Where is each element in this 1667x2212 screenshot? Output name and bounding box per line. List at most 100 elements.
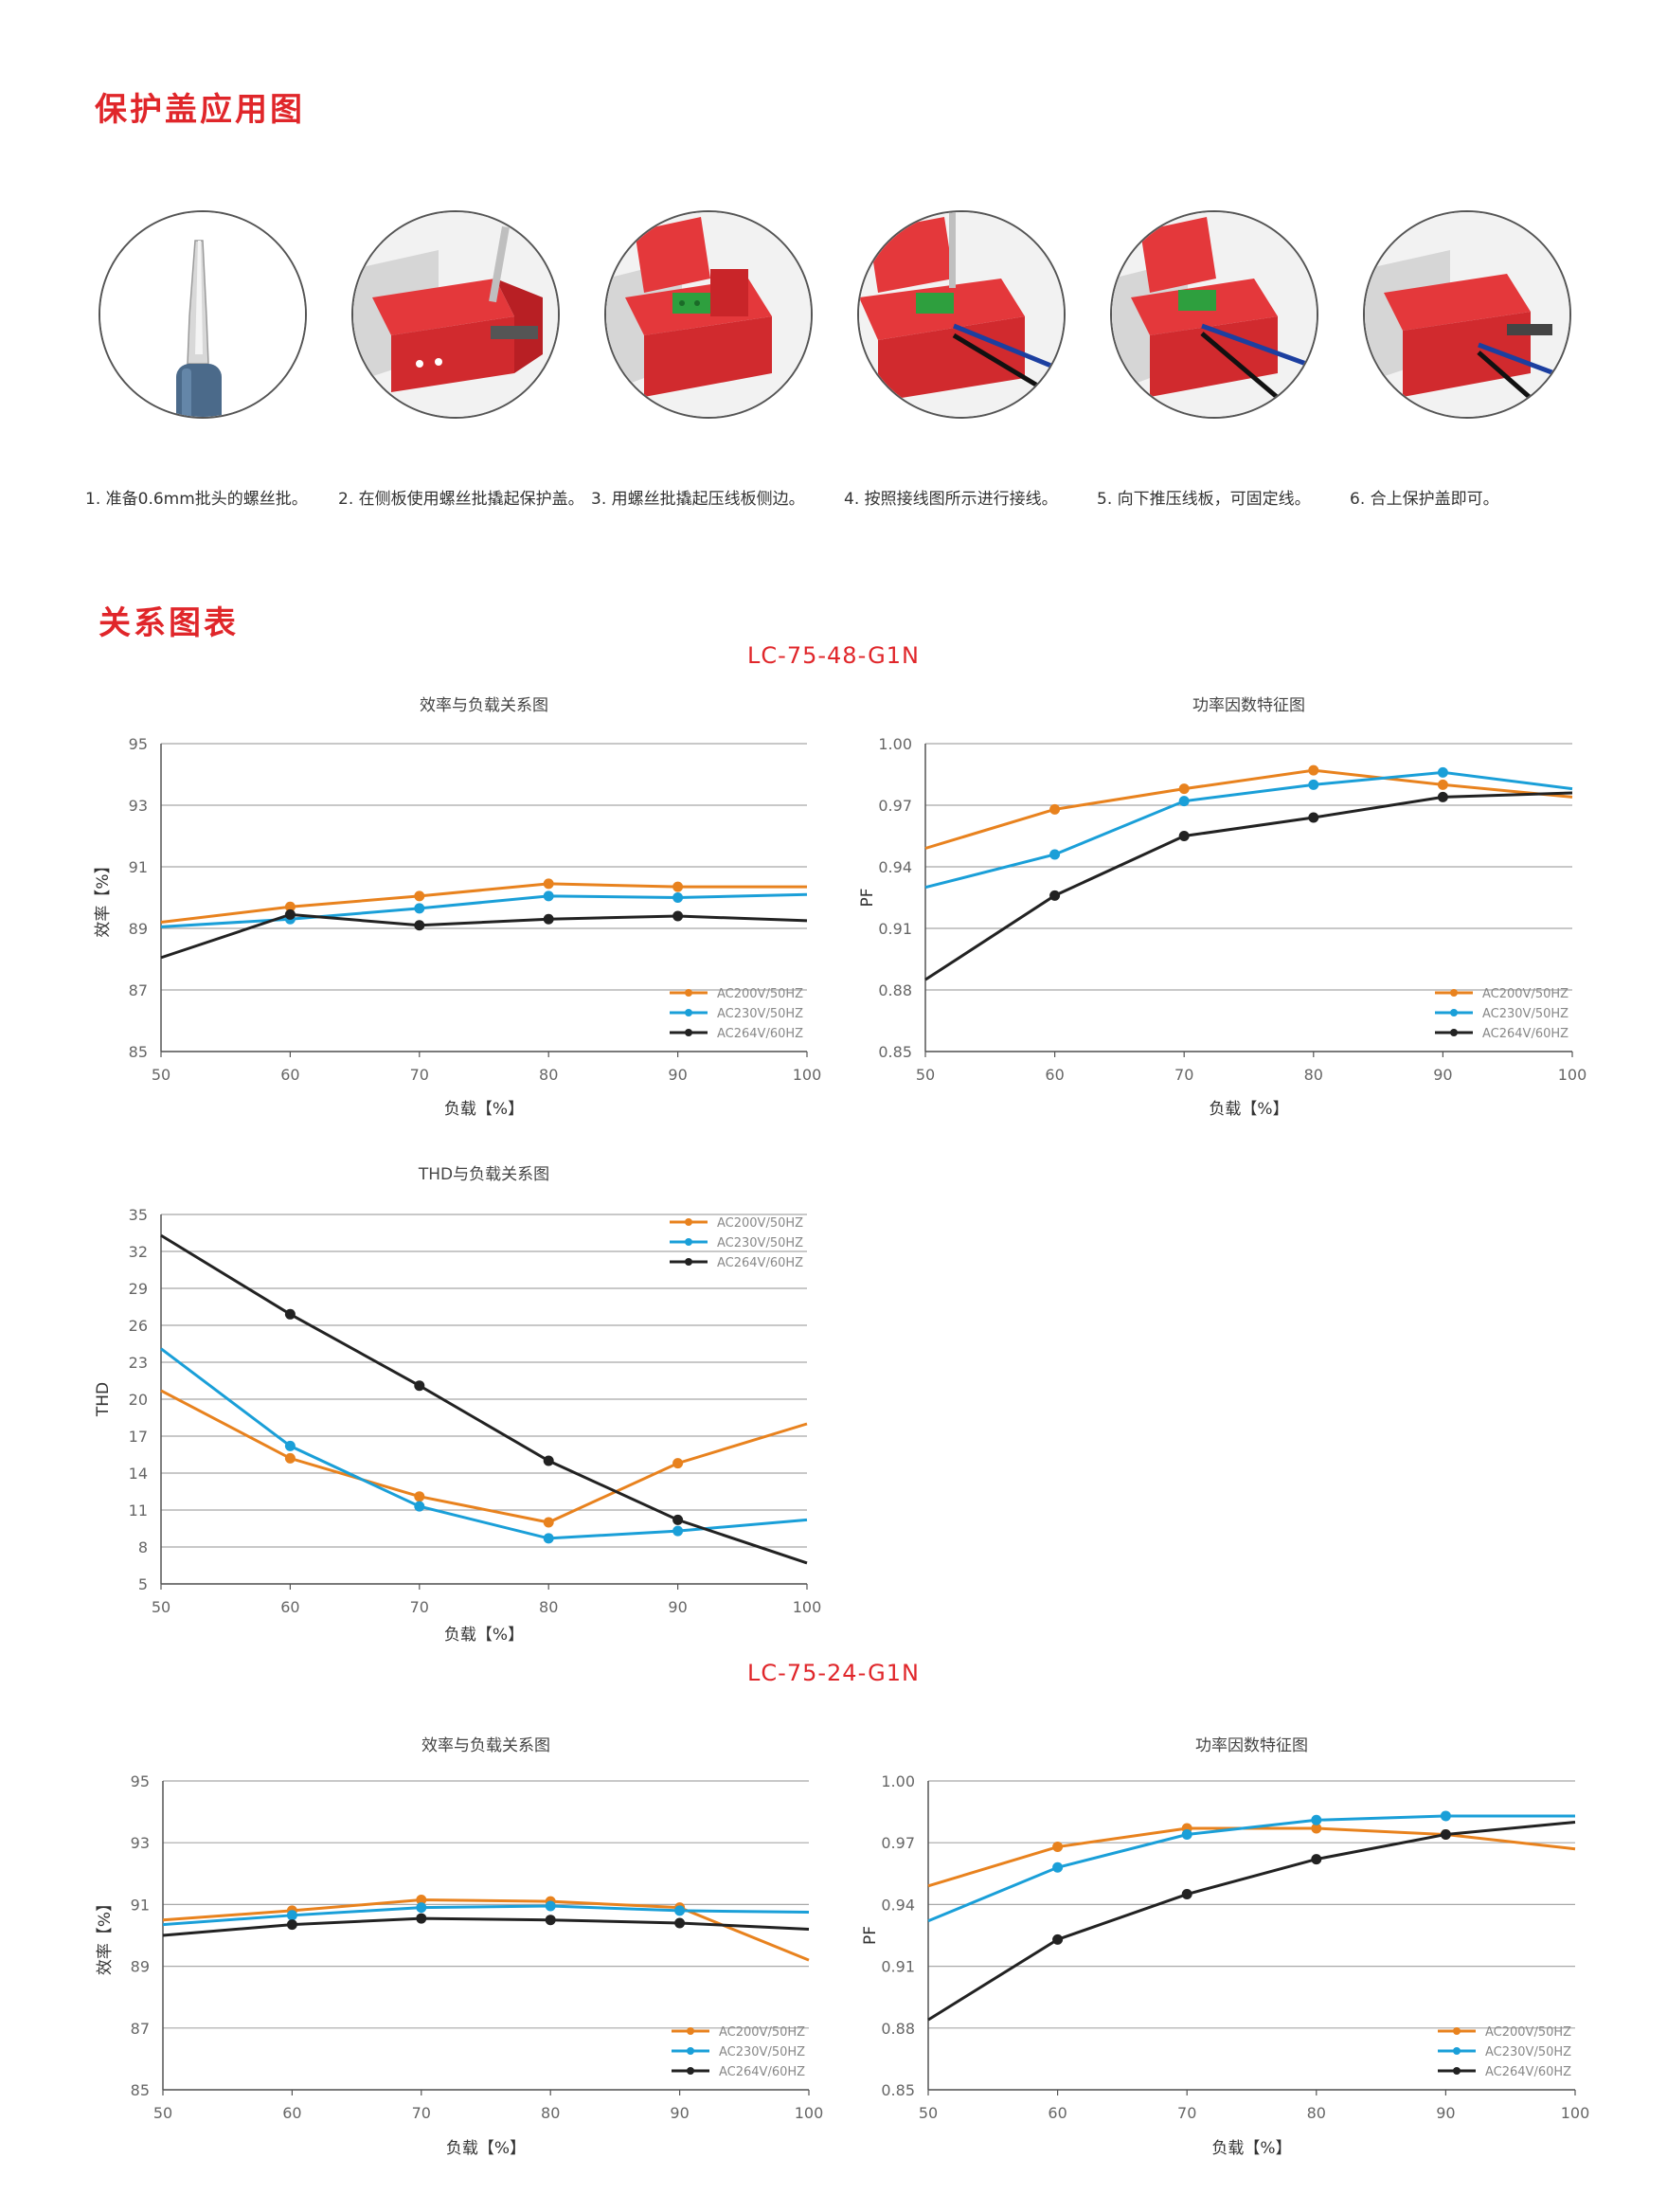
chart-1-series-2-point xyxy=(414,903,425,914)
chart-4-xtick-label: 80 xyxy=(541,2104,560,2122)
chart-1-series-1-point xyxy=(284,901,296,912)
chart-2-xtick-label: 80 xyxy=(1304,1066,1323,1084)
chart-2-series-3-line xyxy=(924,791,1573,981)
chart-4-series-1-line xyxy=(162,1898,810,1962)
chart-3-legend-label: AC200V/50HZ xyxy=(717,1216,803,1231)
step-1: 1. 准备0.6mm批头的螺丝批。 xyxy=(85,210,341,523)
chart-5-ytick-label: 0.88 xyxy=(881,2020,915,2038)
chart-1-xtick-label: 90 xyxy=(668,1066,687,1084)
chart-4-legend-label: AC200V/50HZ xyxy=(719,2025,805,2040)
chart-5-series-1-point xyxy=(1311,1823,1322,1834)
chart-3-xtick-label: 50 xyxy=(152,1598,170,1616)
chart-3-title: THD与负载关系图 xyxy=(418,1165,549,1184)
chart-2-series-1-point xyxy=(1178,783,1190,795)
chart-2-legend-marker xyxy=(1450,989,1458,997)
chart-4-series-3-point xyxy=(286,1919,297,1931)
chart-3-series-2-point xyxy=(284,1440,296,1451)
step-6: 6. 合上保护盖即可。 xyxy=(1350,210,1605,523)
model-title-24: LC-75-24-G1N xyxy=(747,1660,920,1686)
chart-1-series-3-point xyxy=(284,908,296,920)
chart-3-series-1-point xyxy=(284,1452,296,1464)
chart-2-legend-label: AC230V/50HZ xyxy=(1482,1007,1568,1021)
chart-4-ytick-label: 87 xyxy=(131,2020,150,2038)
chart-2-series-2-point xyxy=(1178,796,1190,807)
chart-3-ytick-label: 32 xyxy=(129,1243,148,1261)
steps-row: 1. 准备0.6mm批头的螺丝批。 2. 在侧板使用螺丝批撬起保护盖。 xyxy=(85,210,1591,509)
chart-3-series-2-point xyxy=(414,1501,425,1512)
chart-3-ytick-label: 8 xyxy=(138,1538,148,1556)
chart-1-series-3-line xyxy=(160,912,808,960)
chart-1-legend-marker xyxy=(685,1029,692,1036)
chart-5-series-3-point xyxy=(1052,1933,1064,1945)
chart-1-series-3-point xyxy=(672,910,684,922)
chart-2-legend-label: AC200V/50HZ xyxy=(1482,987,1568,1001)
chart-4-legend-marker xyxy=(687,2027,694,2035)
chart-5-legend-label: AC264V/60HZ xyxy=(1485,2065,1571,2079)
chart-2-legend-label: AC264V/60HZ xyxy=(1482,1027,1568,1041)
chart-1-title: 效率与负载关系图 xyxy=(420,696,548,715)
chart-3-series-3-line xyxy=(160,1233,808,1565)
section-title-cover-application: 保护盖应用图 xyxy=(95,91,305,129)
step-4-image xyxy=(857,210,1066,419)
chart-4-series-1-point xyxy=(416,1895,427,1906)
chart-5-series-3-line xyxy=(927,1820,1576,2022)
chart-2-series-1-point xyxy=(1308,764,1319,776)
model-title-48: LC-75-48-G1N xyxy=(747,642,920,669)
chart-4-ytick-label: 85 xyxy=(131,2081,150,2099)
chart-3-series-2-line xyxy=(160,1347,808,1540)
chart-2-title: 功率因数特征图 xyxy=(1192,696,1305,715)
chart-3-series-3-point xyxy=(672,1514,684,1525)
chart-5-xtick-label: 50 xyxy=(919,2104,938,2122)
chart-5-xtick-label: 70 xyxy=(1177,2104,1196,2122)
chart-3-xlabel: 负载【%】 xyxy=(444,1626,524,1645)
chart-1-series-3-point xyxy=(414,920,425,931)
chart-1-ytick-label: 85 xyxy=(129,1043,148,1061)
chart-2-ytick-label: 1.00 xyxy=(878,735,912,753)
chart-3-series-3-point xyxy=(414,1380,425,1392)
chart-5-xtick-label: 80 xyxy=(1307,2104,1326,2122)
chart-1-xtick-label: 60 xyxy=(280,1066,299,1084)
chart-2-legend-marker xyxy=(1450,1029,1458,1036)
chart-2-series-2-point xyxy=(1049,849,1061,860)
chart-3-series-1-line xyxy=(160,1389,808,1524)
chart-4-ytick-label: 89 xyxy=(131,1958,150,1976)
chart-1-series-1-point xyxy=(414,890,425,902)
device-terminal-open-icon xyxy=(606,212,811,417)
chart-3-series-2-point xyxy=(672,1525,684,1537)
chart-4-title: 效率与负载关系图 xyxy=(421,1736,550,1755)
chart-4-xtick-label: 100 xyxy=(795,2104,824,2122)
chart-4-series-2-point xyxy=(674,1905,686,1916)
chart-4-series-2-point xyxy=(286,1910,297,1921)
chart-2-series-3-point xyxy=(1049,890,1061,901)
chart-5-xtick-label: 90 xyxy=(1436,2104,1455,2122)
chart-2-series-2-point xyxy=(1437,766,1448,778)
chart-1-xtick-label: 100 xyxy=(793,1066,822,1084)
chart-2-ytick-label: 0.85 xyxy=(878,1043,912,1061)
chart-4-ytick-label: 93 xyxy=(131,1834,150,1852)
chart-1-legend-label: AC230V/50HZ xyxy=(717,1007,803,1021)
chart-1-series-2-point xyxy=(672,892,684,903)
chart-3-xtick-label: 100 xyxy=(793,1598,822,1616)
chart-2-series-3-point xyxy=(1178,831,1190,841)
chart-3-ytick-label: 23 xyxy=(129,1354,148,1372)
chart-1-series-2-point xyxy=(543,890,554,902)
chart-4-series-3-point xyxy=(674,1917,686,1929)
chart-1-xlabel: 负载【%】 xyxy=(444,1100,524,1119)
chart-3-ytick-label: 29 xyxy=(129,1280,148,1298)
chart-2-series-1-point xyxy=(1049,803,1061,815)
step-2-caption: 2. 在侧板使用螺丝批撬起保护盖。 xyxy=(338,490,584,509)
chart-3-series-3-point xyxy=(284,1308,296,1320)
chart-5-ytick-label: 1.00 xyxy=(881,1772,915,1790)
chart-3-xtick-label: 90 xyxy=(668,1598,687,1616)
chart-3-legend-marker xyxy=(685,1218,692,1226)
chart-1-legend-label: AC200V/50HZ xyxy=(717,987,803,1001)
step-5-caption: 5. 向下推压线板，可固定线。 xyxy=(1097,490,1311,509)
chart-5-series-3-point xyxy=(1181,1889,1192,1900)
chart-5-legend-label: AC230V/50HZ xyxy=(1485,2045,1571,2059)
chart-1-series-1-line xyxy=(160,882,807,924)
chart-2-xtick-label: 100 xyxy=(1558,1066,1587,1084)
chart-4-xtick-label: 60 xyxy=(282,2104,301,2122)
step-4: 4. 按照接线图所示进行接线。 xyxy=(844,210,1100,523)
chart-5-xtick-label: 60 xyxy=(1048,2104,1067,2122)
chart-4-xtick-label: 70 xyxy=(412,2104,431,2122)
